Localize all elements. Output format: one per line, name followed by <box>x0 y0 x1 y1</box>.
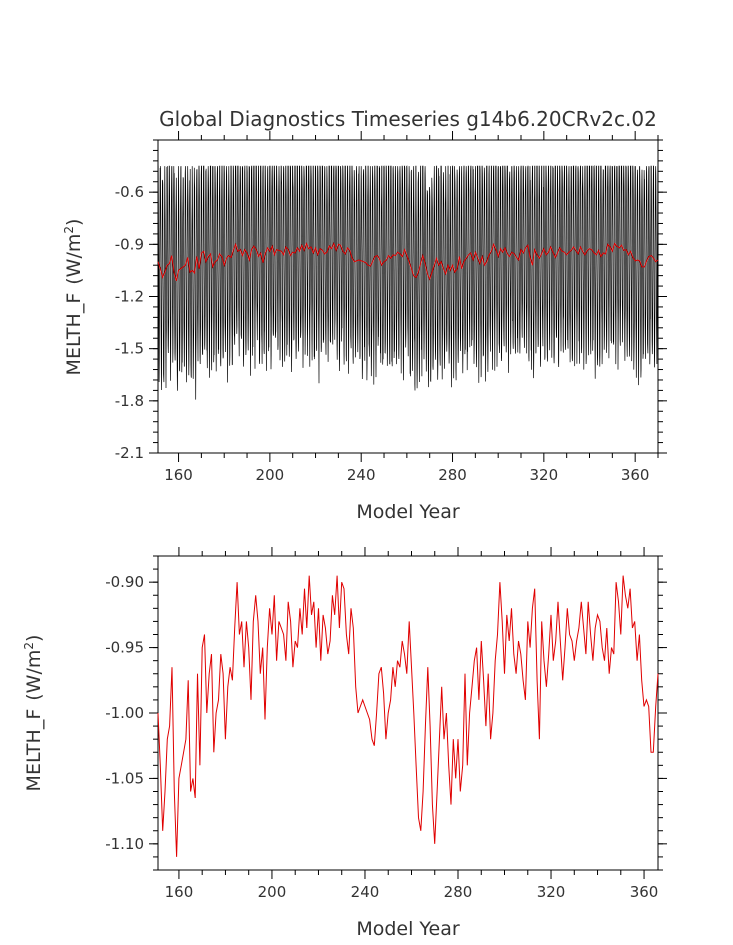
top-y-tick-label: -1.2 <box>115 288 144 306</box>
bottom-x-tick-label: 200 <box>258 883 287 901</box>
bottom-chart: 160 200 240 280 320 360 -0.90 -0.95 -1.00 -1.05 -1… <box>22 547 667 940</box>
top-y-tick-label: -1.5 <box>115 340 144 358</box>
bottom-x-axis-label: Model Year <box>356 918 460 940</box>
top-y-axis-units: (W/m <box>63 234 85 285</box>
bottom-y-axis-label: MELTH_F (W/m2) <box>22 635 45 792</box>
top-annual-mean-line <box>157 242 659 282</box>
bottom-x-tick-label: 240 <box>351 883 380 901</box>
bottom-x-tick-label: 280 <box>444 883 473 901</box>
bottom-y-axis-name: MELTH_F <box>23 709 45 792</box>
bottom-x-tick-label: 360 <box>630 883 659 901</box>
bottom-plot-frame <box>157 555 659 871</box>
bottom-axis-ticks: 160 200 240 280 320 360 -0.90 -0.95 -1.00 -1.05 -1… <box>105 547 667 901</box>
top-y-tick-label: -2.1 <box>115 444 144 462</box>
top-monthly-series <box>157 165 659 400</box>
bottom-x-tick-label: 320 <box>537 883 566 901</box>
top-y-axis-units-close: ) <box>63 219 85 226</box>
bottom-y-axis-units-sup: 2 <box>22 642 36 650</box>
top-y-axis-units-sup: 2 <box>62 226 76 234</box>
top-x-tick-label: 320 <box>530 466 559 484</box>
top-x-tick-label: 360 <box>621 466 650 484</box>
top-y-tick-label: -0.6 <box>115 183 144 201</box>
bottom-x-tick-label: 160 <box>165 883 194 901</box>
top-x-tick-label: 280 <box>438 466 467 484</box>
bottom-y-tick-label: -1.10 <box>105 835 144 853</box>
top-y-tick-label: -0.9 <box>115 235 144 253</box>
top-monthly-line <box>157 165 659 400</box>
top-x-axis-label: Model Year <box>356 501 460 523</box>
bottom-y-axis-units: (W/m <box>23 650 45 701</box>
bottom-y-tick-label: -0.95 <box>105 639 144 657</box>
top-x-tick-label: 160 <box>164 466 193 484</box>
top-x-tick-label: 200 <box>256 466 285 484</box>
bottom-y-tick-label: -1.05 <box>105 769 144 787</box>
top-y-tick-label: -1.8 <box>115 392 144 410</box>
bottom-y-axis-units-close: ) <box>23 635 45 642</box>
bottom-y-tick-label: -0.90 <box>105 573 144 591</box>
top-y-axis-name: MELTH_F <box>63 293 85 376</box>
top-x-tick-label: 240 <box>347 466 376 484</box>
bottom-y-tick-label: -1.00 <box>105 704 144 722</box>
top-chart: Global Diagnostics Timeseries g14b6.20CR… <box>62 107 667 523</box>
top-y-axis-label: MELTH_F (W/m2) <box>62 219 85 376</box>
chart-title: Global Diagnostics Timeseries g14b6.20CR… <box>159 107 657 131</box>
bottom-annual-mean-line <box>157 575 659 857</box>
top-axis-ticks: 160 200 240 280 320 360 -0.6 -0.9 -1.2 -1.5 -1.8 -2… <box>115 131 667 484</box>
